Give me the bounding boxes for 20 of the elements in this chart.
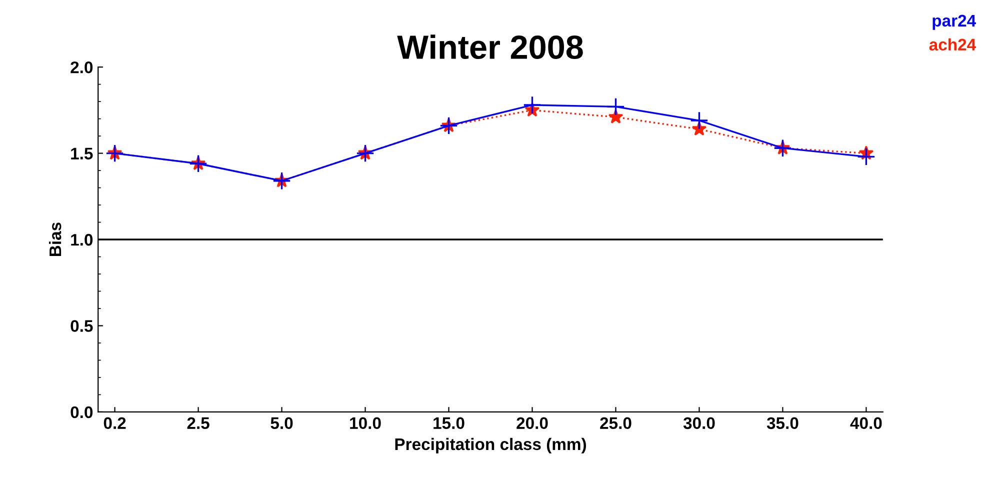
x-tick-label: 0.2 bbox=[104, 417, 126, 430]
y-tick-label: 2.0 bbox=[70, 61, 93, 74]
y-tick-label: 1.0 bbox=[71, 234, 93, 246]
x-tick-label: 10.0 bbox=[350, 417, 381, 430]
x-tick-label: 5.0 bbox=[270, 417, 293, 430]
y-tick-label: 0.0 bbox=[70, 406, 93, 418]
x-axis-title: Precipitation class (mm) bbox=[395, 438, 586, 454]
x-tick-label: 25.0 bbox=[600, 417, 632, 430]
y-axis-title: Bias bbox=[48, 222, 62, 256]
text: par24 bbox=[932, 14, 976, 30]
text: ach24 bbox=[929, 38, 976, 51]
x-tick-label: 35.0 bbox=[766, 417, 798, 430]
x-tick-label: 20.0 bbox=[516, 417, 548, 430]
y-tick-label: 1.5 bbox=[71, 148, 93, 160]
x-tick-label: 2.5 bbox=[187, 417, 210, 430]
x-tick-label: 30.0 bbox=[683, 417, 715, 430]
y-tick-label: 0.5 bbox=[70, 320, 93, 332]
x-tick-label: 15.0 bbox=[434, 417, 464, 430]
chart-title: Winter 2008 bbox=[397, 34, 583, 60]
x-tick-label: 40.0 bbox=[850, 417, 882, 430]
